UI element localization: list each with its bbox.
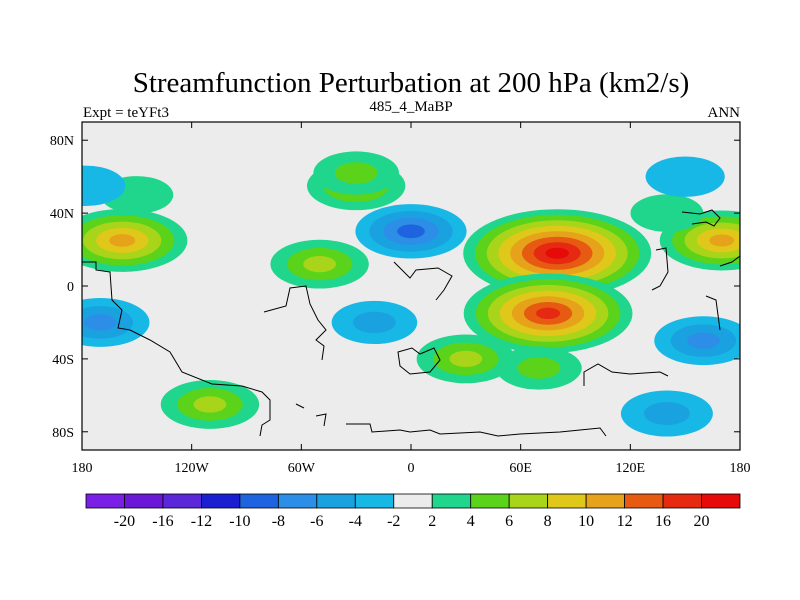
x-tick-label: 60E bbox=[509, 461, 532, 476]
experiment-label: Expt = teYFt3 bbox=[83, 105, 169, 121]
contour-feature bbox=[355, 204, 467, 259]
coastline-pacific-islands bbox=[295, 247, 740, 427]
contour-feature bbox=[496, 346, 582, 390]
coastline-antarctica bbox=[346, 423, 607, 437]
contour-band bbox=[630, 194, 704, 232]
y-tick-label: 40S bbox=[52, 353, 74, 368]
colorbar-label: 10 bbox=[578, 513, 594, 530]
contour-band bbox=[83, 314, 117, 331]
colorbar-swatch bbox=[393, 493, 433, 509]
y-tick-label: 0 bbox=[67, 280, 74, 295]
colorbar-label: -8 bbox=[272, 513, 285, 530]
colorbar-swatch bbox=[124, 493, 164, 509]
colorbar-swatch bbox=[239, 493, 279, 509]
contour-band bbox=[449, 350, 483, 368]
x-tick-label: 180 bbox=[72, 461, 93, 476]
contour-feature bbox=[82, 298, 150, 347]
y-tick-label: 80N bbox=[50, 134, 74, 149]
contour-feature bbox=[160, 380, 260, 429]
colorbar-label: 12 bbox=[617, 513, 633, 530]
contour-band bbox=[193, 396, 227, 413]
y-tick-label: 40N bbox=[50, 207, 74, 222]
case-label: 485_4_MaBP bbox=[369, 99, 452, 115]
chart-title: Streamfunction Perturbation at 200 hPa (… bbox=[133, 67, 690, 99]
x-tick-label: 180 bbox=[730, 461, 751, 476]
plot-area: 180 120W 60W 0 60E 120E 180 80N 40N 0 40S 80S bbox=[50, 121, 751, 476]
colorbar-label: 16 bbox=[655, 513, 671, 530]
coastline-africa bbox=[393, 261, 453, 301]
contour-feature bbox=[630, 194, 704, 232]
contour-feature bbox=[463, 209, 652, 298]
contour-band bbox=[517, 357, 561, 379]
coastline-southern-africa bbox=[397, 347, 441, 375]
colorbar-label: 6 bbox=[505, 513, 513, 530]
contour-feature bbox=[416, 334, 516, 384]
colorbar-swatch bbox=[85, 493, 125, 509]
colorbar-swatch bbox=[470, 493, 510, 509]
colorbar-label: -12 bbox=[191, 513, 212, 530]
colorbar-swatch bbox=[354, 493, 395, 509]
contour-field bbox=[82, 151, 740, 437]
contour-feature bbox=[659, 210, 740, 271]
contour-band bbox=[645, 156, 725, 197]
colorbar-swatch bbox=[585, 493, 625, 509]
x-tick-label: 60W bbox=[288, 461, 316, 476]
contour-feature bbox=[331, 300, 418, 345]
colorbar-label: -20 bbox=[114, 513, 135, 530]
contour-feature bbox=[620, 390, 713, 437]
contour-band bbox=[303, 256, 337, 273]
contour-band bbox=[353, 311, 396, 334]
colorbar-label: -10 bbox=[229, 513, 250, 530]
colorbar-swatch bbox=[701, 493, 741, 509]
contour-band bbox=[82, 165, 126, 206]
colorbar-label: -2 bbox=[387, 513, 400, 530]
contour-band bbox=[109, 234, 136, 247]
colorbar-swatch bbox=[431, 493, 472, 509]
colorbar-swatch bbox=[662, 493, 702, 509]
colorbar-swatch bbox=[201, 493, 241, 509]
contour-feature bbox=[313, 151, 399, 195]
x-tick-label: 120E bbox=[616, 461, 646, 476]
colorbar-label: 2 bbox=[428, 513, 436, 530]
colorbar-swatch bbox=[624, 493, 664, 509]
contour-feature bbox=[82, 165, 126, 206]
colorbar-swatch bbox=[162, 493, 202, 509]
contour-band bbox=[545, 247, 569, 259]
contour-band bbox=[397, 224, 425, 239]
coastlines bbox=[82, 209, 740, 437]
contour-band bbox=[536, 307, 561, 320]
contour-band bbox=[687, 332, 720, 349]
coastline-south-america bbox=[263, 285, 327, 361]
y-tick-label: 80S bbox=[52, 426, 74, 441]
x-tick-label: 120W bbox=[175, 461, 210, 476]
contour-feature bbox=[270, 239, 369, 289]
colorbar-label: 4 bbox=[467, 513, 475, 530]
contour-feature bbox=[645, 156, 725, 197]
coastline-australia bbox=[583, 363, 669, 386]
colorbar-swatch bbox=[316, 493, 356, 509]
contour-feature bbox=[82, 209, 188, 272]
contour-band bbox=[709, 234, 735, 247]
coastline-americas bbox=[82, 261, 271, 437]
contour-band bbox=[643, 402, 690, 426]
colorbar-label: 8 bbox=[544, 513, 552, 530]
contour-feature bbox=[654, 316, 740, 366]
season-label: ANN bbox=[708, 105, 741, 121]
colorbar-label: 20 bbox=[694, 513, 710, 530]
contour-band bbox=[334, 162, 378, 184]
colorbar: -20 -16 -12 -10 -8 -6 -4 -2 2 4 6 8 10 12 16 20 bbox=[85, 493, 741, 530]
contour-feature bbox=[463, 273, 633, 354]
colorbar-label: -16 bbox=[152, 513, 173, 530]
axis-ticks: 180 120W 60W 0 60E 120E 180 80N 40N 0 40S 80S bbox=[50, 122, 751, 476]
colorbar-label: -4 bbox=[349, 513, 362, 530]
coastline-asia bbox=[681, 209, 721, 227]
colorbar-label: -6 bbox=[310, 513, 323, 530]
colorbar-swatch bbox=[508, 493, 549, 509]
colorbar-swatch bbox=[277, 493, 318, 509]
x-tick-label: 0 bbox=[408, 461, 415, 476]
colorbar-swatch bbox=[547, 493, 587, 509]
